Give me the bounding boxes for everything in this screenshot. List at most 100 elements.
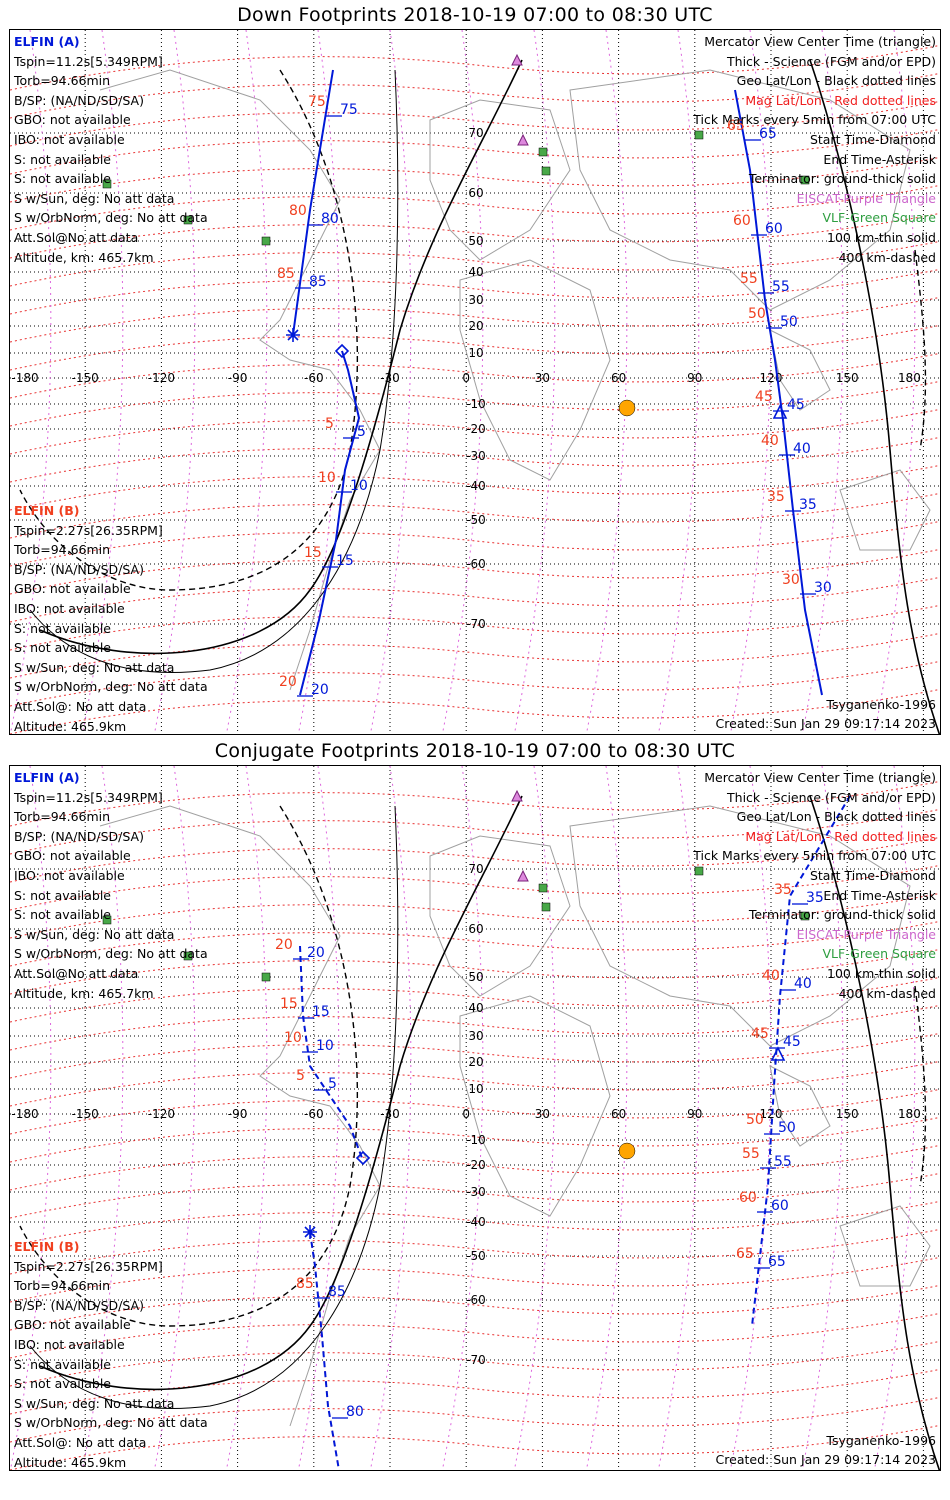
time-tick-label: 40 [794,976,812,992]
mag-latitude [10,1200,940,1247]
mag-latitude [10,576,940,623]
time-tick-label: 10 [316,1038,334,1054]
mag-latitude [10,1228,940,1275]
vlf-square-icon [183,951,193,961]
time-tick-label: 50 [780,314,798,330]
time-tick-label-b: 55 [742,1146,760,1162]
mag-longitude [81,766,124,1470]
lat-label: -70 [466,617,486,631]
mag-latitude [10,660,940,707]
legend-item: End Time-Asterisk [823,151,936,167]
continent-outline [459,259,611,481]
time-tick-label-b: 50 [748,306,766,322]
elfin-b-line: S w/Sun, deg: No att data [14,1395,175,1411]
mag-latitude [10,1032,940,1079]
elfin-footprint-track [751,795,851,1327]
conjugate-footprints-map: -180 -150 -120 -90 -60 -30 0 30 60 90 120 150 180 10 2… [10,766,940,1470]
vlf-square-icon [261,236,271,246]
elfin-b-line: B/SP: (NA/ND/SD/SA) [14,1297,144,1313]
elfin-b-line: S: not available [14,1376,111,1392]
legend-item: 100 km-thin solid [827,229,936,245]
legend-item: End Time-Asterisk [823,887,936,903]
elfin-a-line: S w/OrbNorm, deg: No att data [14,946,208,962]
legend-item: Terminator: ground-thick solid [748,171,936,187]
legend-item: Mag Lat/Lon - Red dotted lines [745,828,936,844]
time-tick-label: 60 [765,221,783,237]
lon-label: 90 [687,371,702,385]
lon-label: -30 [380,371,400,385]
sun-icon [618,1142,636,1160]
elfin-a-line: S: not available [14,887,111,903]
elfin-a-header: ELFIN (A) [14,34,80,49]
mag-latitude [10,156,940,203]
time-tick-label: 55 [772,279,790,295]
legend-item: Start Time-Diamond [809,867,936,883]
lat-label: -50 [466,1249,486,1263]
mag-latitude [10,1424,940,1470]
time-tick-label: 45 [787,397,805,413]
lat-label: -40 [466,479,486,493]
lon-label: -30 [380,1107,400,1121]
mag-longitude [801,766,844,1470]
mag-latitude [10,604,940,651]
continent-outline [99,69,341,371]
elfin-b-line: S w/OrbNorm, deg: No att data [14,1415,208,1431]
time-tick-label: 40 [793,441,811,457]
lon-label: 180 [898,371,921,385]
time-tick-label-b: 35 [774,882,792,898]
lon-label: 60 [611,1107,626,1121]
altitude-100km-line [29,69,399,673]
altitude-100km-line [29,805,399,1409]
mag-latitude [10,836,940,883]
lon-label: -120 [148,371,175,385]
mag-latitude [10,520,940,567]
mag-longitude [801,30,844,734]
elfin-a-lines: Tspin=11.2s[5.349RPM] Torb=94.66min B/SP: … [14,52,208,268]
lat-label: 10 [468,346,483,360]
time-tick-label: 75 [340,102,358,118]
elfin-b-info: ELFIN (B) Tspin=2.27s[26.35RPM] Torb=94.66… [14,1237,208,1470]
legend: Mercator View Center Time (triangle) Thic… [693,768,936,1003]
elfin-footprint-track [309,1231,340,1470]
down-footprints-title: Down Footprints 2018-10-19 07:00 to 08:3… [237,4,713,26]
mag-latitude [10,380,940,427]
time-tick-label-b: 20 [275,937,293,953]
lat-label: 70 [468,862,483,876]
legend-item: Terminator: ground-thick solid [748,907,936,923]
legend-item: Mercator View Center Time (triangle) [704,34,936,49]
lon-label: 30 [535,371,550,385]
model-label: Tsyganenko-1996 [826,1433,936,1448]
legend-item: Geo Lat/Lon - Black dotted lines [736,73,936,89]
legend-item: Thick - Science (FGM and/or EPD) [727,789,936,805]
vlf-square-icon [183,215,193,225]
lat-label: -10 [466,397,486,411]
time-tick-label-b: 10 [318,470,336,486]
elfin-b-line: S w/Sun, deg: No att data [14,659,175,675]
lon-label: -60 [304,1107,324,1121]
legend-item: Geo Lat/Lon - Black dotted lines [736,809,936,825]
elfin-b-line: S: not available [14,620,111,636]
mag-latitude [10,688,940,734]
elfin-b-line: IBO: not available [14,1336,125,1352]
time-tick-label-b: 40 [761,433,779,449]
eiscat-triangle-icon [511,53,523,66]
vlf-square-icon [800,175,810,185]
lat-label: -10 [466,1133,486,1147]
time-tick-label-b: 80 [289,203,307,219]
view-center-triangle-icon [770,1046,786,1061]
time-tick-label-b: 60 [739,1190,757,1206]
mag-longitude [10,30,52,734]
lon-label: 180 [898,1107,921,1121]
elfin-a-line: Torb=94.66min [14,809,111,825]
conjugate-footprints-panel: -180 -150 -120 -90 -60 -30 0 30 60 90 120 150 180 10 2… [9,765,941,1471]
mag-latitude [10,1256,940,1303]
mag-longitude [513,30,556,734]
time-tick-label-b: 15 [304,545,322,561]
legend-item: Mercator View Center Time (triangle) [704,770,936,785]
lat-label: -60 [466,1293,486,1307]
mag-latitude [10,352,940,399]
elfin-b-lines: Tspin=2.27s[26.35RPM] Torb=94.66min B/SP: … [14,1257,208,1470]
time-tick-label-b: 35 [767,489,785,505]
mag-longitude [369,30,412,734]
time-tick-label: 15 [336,553,354,569]
